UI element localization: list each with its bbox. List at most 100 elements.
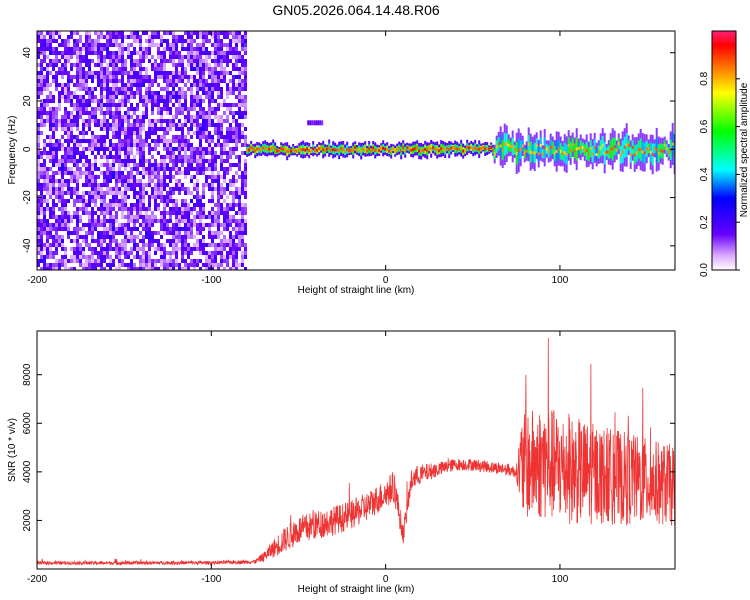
spectrogram-cell (136, 255, 139, 259)
spectrogram-cell (118, 223, 121, 227)
spectrogram-cell (103, 203, 106, 207)
spectrogram-cell (79, 175, 82, 179)
spectrogram-cell (214, 35, 217, 39)
spectrogram-cell (67, 87, 70, 91)
spectrogram-cell (211, 67, 214, 71)
spectrogram-cell (238, 231, 241, 235)
spectrogram-cell (109, 187, 112, 191)
spectrogram-cell (208, 91, 211, 95)
spectrogram-cell (40, 67, 43, 71)
spectrogram-cell (37, 203, 40, 207)
spectrogram-cell (223, 215, 226, 219)
spectrogram-cell (193, 59, 196, 63)
spectrogram-cell (91, 227, 94, 231)
spectrogram-cell (124, 243, 127, 247)
spectrogram-cell (482, 145, 485, 149)
spectrogram-cell (124, 135, 127, 139)
spectrogram-cell (232, 243, 235, 247)
spectrogram-cell (61, 183, 64, 187)
spectrogram-cell (217, 87, 220, 91)
spectrogram-cell (214, 59, 217, 63)
spectrogram-cell (202, 31, 205, 35)
spectrogram-cell (154, 43, 157, 47)
spectrogram-cell (133, 107, 136, 111)
spectrogram-cell (187, 251, 190, 255)
spectrogram-cell (130, 251, 133, 255)
spectrogram-cell (160, 235, 163, 239)
spectrogram-cell (154, 191, 157, 195)
spectrogram-cell (91, 135, 94, 139)
spectrogram-cell (163, 143, 166, 147)
spectrogram-cell (175, 147, 178, 151)
spectrogram-cell (127, 159, 130, 163)
spectrogram-cell (211, 107, 214, 111)
spectrogram-cell (40, 163, 43, 167)
spectrogram-cell (169, 123, 172, 127)
spectrogram-cell (238, 211, 241, 215)
spectrogram-cell (226, 103, 229, 107)
spectrogram-cell (91, 223, 94, 227)
spectrogram-cell (148, 131, 151, 135)
spectrogram-cell (163, 207, 166, 211)
spectrogram-cell (229, 59, 232, 63)
spectrogram-cell (196, 151, 199, 155)
y-tick-label: 4000 (22, 460, 33, 483)
spectrogram-cell (314, 149, 317, 153)
spectrogram-cell (157, 163, 160, 167)
spectrogram-cell (223, 135, 226, 139)
spectrogram-cell (436, 148, 439, 152)
spectrogram-cell (49, 107, 52, 111)
spectrogram-cell (40, 71, 43, 75)
spectrogram-cell (226, 51, 229, 55)
spectrogram-cell (235, 263, 238, 267)
spectrogram-cell (166, 123, 169, 127)
spectrogram-cell (109, 63, 112, 67)
spectrogram-cell (103, 251, 106, 255)
spectrogram-cell (82, 123, 85, 127)
spectrogram-cell (181, 243, 184, 247)
spectrogram-cell (169, 211, 172, 215)
spectrogram-cell (94, 203, 97, 207)
spectrogram-cell (55, 191, 58, 195)
spectrogram-cell (178, 187, 181, 191)
snr-line (37, 337, 675, 567)
spectrogram-cell (187, 43, 190, 47)
spectrogram-cell (70, 159, 73, 163)
spectrogram-cell (238, 163, 241, 167)
spectrogram-cell (61, 75, 64, 79)
spectrogram-cell (43, 123, 46, 127)
spectrogram-cell (85, 163, 88, 167)
spectrogram-cell (244, 171, 247, 175)
spectrogram-cell (184, 235, 187, 239)
spectrogram-cell (124, 63, 127, 67)
spectrogram-cell (67, 235, 70, 239)
spectrogram-cell (202, 39, 205, 43)
spectrogram-cell (100, 203, 103, 207)
spectrogram-cell (202, 67, 205, 71)
spectrogram-cell (85, 119, 88, 123)
spectrogram-cell (46, 31, 49, 35)
spectrogram-cell (241, 67, 244, 71)
spectrogram-cell (49, 63, 52, 67)
spectrogram-cell (46, 207, 49, 211)
spectrogram-cell (511, 144, 514, 148)
spectrogram-cell (133, 155, 136, 159)
spectrogram-cell (121, 203, 124, 207)
spectrogram-cell (70, 255, 73, 259)
spectrogram-cell (199, 71, 202, 75)
spectrogram-cell (46, 179, 49, 183)
spectrogram-cell (282, 147, 285, 151)
spectrogram-cell (169, 167, 172, 171)
spectrogram-cell (211, 195, 214, 199)
spectrogram-cell (196, 63, 199, 67)
spectrogram-cell (97, 187, 100, 191)
spectrogram-cell (76, 51, 79, 55)
x-tick-label: -200 (27, 574, 47, 585)
spectrogram-cell (103, 35, 106, 39)
spectrogram-cell (217, 59, 220, 63)
spectrogram-cell (172, 115, 175, 119)
spectrogram-cell (157, 55, 160, 59)
spectrogram-cell (94, 239, 97, 243)
spectrogram-cell (40, 203, 43, 207)
